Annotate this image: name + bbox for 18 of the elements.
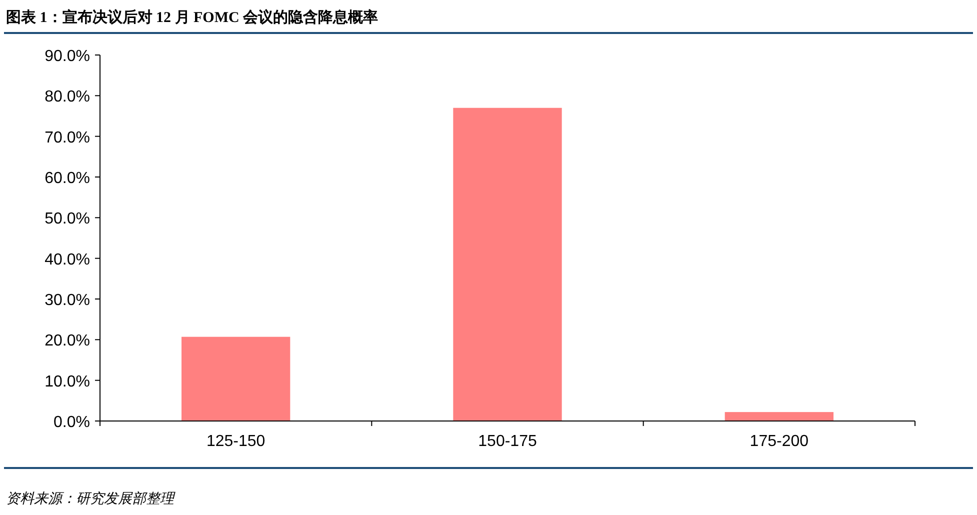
y-tick-label: 40.0%	[44, 251, 90, 268]
y-tick-label: 90.0%	[44, 48, 90, 65]
x-tick-label: 175-200	[750, 433, 809, 450]
y-tick-label: 0.0%	[54, 414, 90, 431]
bar	[453, 108, 562, 421]
y-tick-label: 80.0%	[44, 88, 90, 106]
y-tick-label: 30.0%	[44, 292, 90, 309]
y-tick-label: 20.0%	[44, 332, 90, 350]
y-tick-label: 60.0%	[44, 170, 90, 187]
y-tick-label: 50.0%	[44, 210, 90, 228]
y-tick-label: 10.0%	[44, 373, 90, 390]
x-tick-label: 150-175	[478, 433, 537, 450]
bar	[182, 336, 290, 421]
bar	[724, 412, 834, 421]
chart-title: 图表 1：宣布决议后对 12 月 FOMC 会议的隐含降息概率	[6, 8, 378, 26]
y-tick-label: 70.0%	[44, 129, 90, 146]
text: 资料来源：研究发展部整理	[6, 491, 176, 507]
x-tick-label: 125-150	[206, 433, 266, 450]
